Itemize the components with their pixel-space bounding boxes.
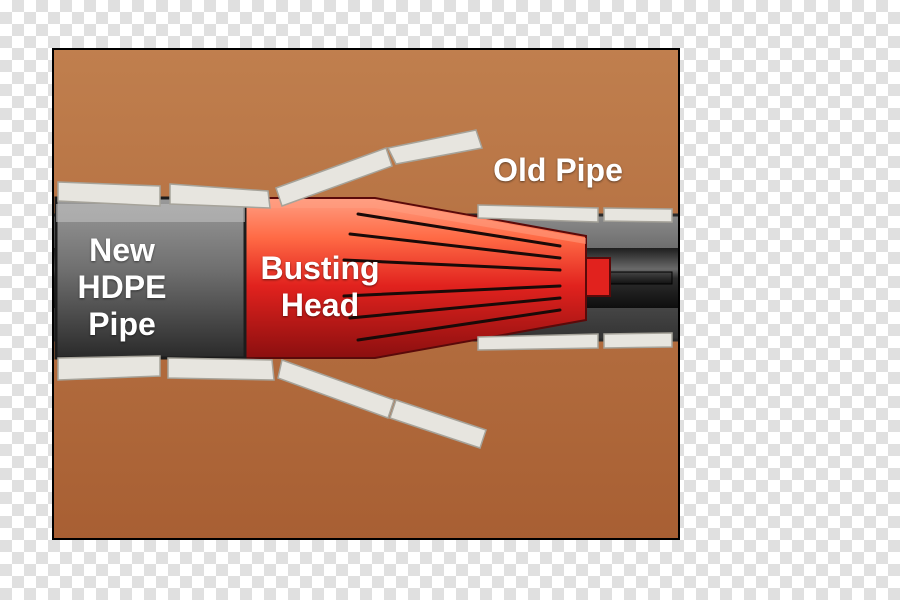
pipe-bursting-svg (52, 48, 680, 540)
diagram-frame (52, 48, 680, 540)
